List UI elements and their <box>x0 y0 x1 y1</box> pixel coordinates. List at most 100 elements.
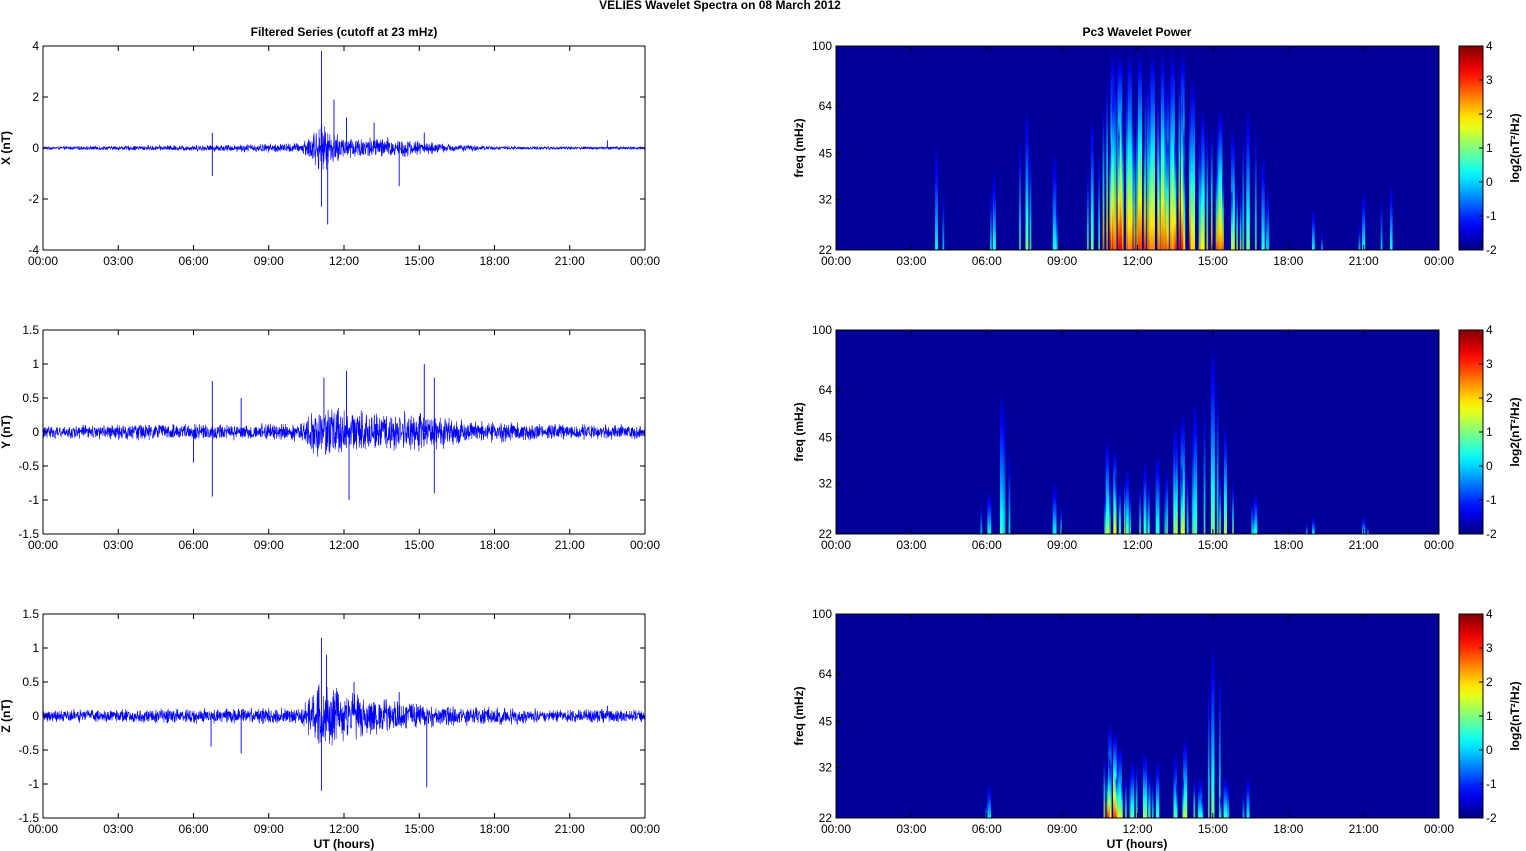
x-wavelet-burst <box>1052 153 1057 250</box>
y-tick-label: 0 <box>32 425 39 439</box>
x-tick-label: 03:00 <box>103 254 133 268</box>
z-wavelet-burst-streak <box>1129 768 1132 818</box>
y-wavelet-burst-streak <box>1060 504 1062 534</box>
y-wavelet-burst-streak <box>1148 473 1150 534</box>
x-wavelet-burst-streak <box>1239 190 1242 250</box>
right-column-title: Pc3 Wavelet Power <box>1083 25 1192 39</box>
x-tick-label: 00:00 <box>821 538 851 552</box>
x-tick-label: 18:00 <box>1273 254 1303 268</box>
z-wavelet-burst <box>1223 776 1228 818</box>
x-wavelet-burst-streak <box>1147 66 1149 250</box>
x-tick-label: 09:00 <box>254 822 284 836</box>
y-tick-label: 32 <box>819 477 833 491</box>
y-tick-label: 100 <box>812 323 832 337</box>
x-wavelet-burst-streak <box>1222 172 1224 250</box>
x-wavelet-burst-streak <box>1019 136 1021 250</box>
z-wavelet-colorbar-label: log2(nT²/Hz) <box>1508 681 1522 750</box>
x-wavelet-burst <box>1200 106 1205 250</box>
x-wavelet-burst-streak <box>1111 83 1114 250</box>
y-wavelet-burst-streak <box>1174 439 1177 534</box>
x-tick-label: 15:00 <box>1198 254 1228 268</box>
y-tick-label: -0.5 <box>18 459 39 473</box>
y-tick-label: 22 <box>819 243 833 257</box>
colorbar-tick-label: -1 <box>1486 777 1497 791</box>
x-wavelet-burst-streak <box>1183 157 1186 250</box>
y-tick-label: 32 <box>819 193 833 207</box>
x-tick-label: 09:00 <box>1047 822 1077 836</box>
y-series-y-axis-label: Y (nT) <box>0 415 13 449</box>
y-wavelet-burst-streak <box>1305 521 1308 534</box>
y-wavelet-burst <box>999 390 1004 534</box>
x-wavelet-burst-streak <box>1166 135 1169 250</box>
z-wavelet-burst-streak <box>1103 756 1106 818</box>
z-wavelet-burst-streak <box>1207 675 1210 818</box>
y-tick-label: 0 <box>32 141 39 155</box>
x-tick-label: 00:00 <box>821 254 851 268</box>
x-tick-label: 15:00 <box>404 538 434 552</box>
x-wavelet-burst <box>1150 46 1155 250</box>
y-wavelet-burst <box>1362 516 1366 534</box>
x-wavelet-burst-streak <box>1265 195 1268 250</box>
x-wavelet-burst-streak <box>1267 184 1270 250</box>
colorbar-tick-label: 2 <box>1486 107 1493 121</box>
x-tick-label: 12:00 <box>329 538 359 552</box>
x-tick-label: 00:00 <box>630 822 660 836</box>
y-wavelet-burst-streak <box>1216 377 1219 534</box>
z-wavelet-burst-streak <box>1116 761 1119 818</box>
x-tick-label: 18:00 <box>479 254 509 268</box>
x-wavelet-burst-streak <box>1199 140 1202 250</box>
x-tick-label: 21:00 <box>555 822 585 836</box>
x-tick-label: 15:00 <box>404 254 434 268</box>
colorbar-tick-label: -1 <box>1486 209 1497 223</box>
x-tick-label: 21:00 <box>555 538 585 552</box>
z-wavelet-burst-streak <box>1219 796 1222 818</box>
y-tick-label: -4 <box>28 243 39 257</box>
x-wavelet-burst-streak <box>1181 90 1184 250</box>
x-tick-label: 15:00 <box>1198 538 1228 552</box>
x-wavelet-burst-streak <box>1117 121 1120 250</box>
y-wavelet-burst <box>1143 460 1147 534</box>
x-tick-label: 18:00 <box>1273 822 1303 836</box>
y-wavelet-burst-streak <box>1129 488 1132 534</box>
x-tick-label: 18:00 <box>479 538 509 552</box>
y-wavelet-colorbar: -2 -1 0 1 2 3 4 log2(nT²/Hz) <box>1458 323 1522 541</box>
y-wavelet-burst-streak <box>1232 480 1234 534</box>
x-tick-label: 00:00 <box>1424 822 1454 836</box>
colorbar-tick-label: 4 <box>1486 607 1493 621</box>
y-tick-label: -2 <box>28 192 39 206</box>
panels: -4 -2 0 2 4 00:00 03:00 06:00 09:00 12:00 15:00 18:… <box>0 39 1522 836</box>
z-wavelet-burst-streak <box>1218 662 1221 818</box>
x-tick-label: 00:00 <box>1424 254 1454 268</box>
z-wavelet-burst-streak <box>1121 779 1124 818</box>
x-wavelet-burst <box>1025 106 1029 250</box>
x-series-trace <box>42 124 646 170</box>
x-wavelet-burst-streak <box>1158 121 1161 250</box>
y-wavelet-background <box>836 330 1439 534</box>
y-tick-label: 100 <box>812 607 832 621</box>
z-wavelet-burst-streak <box>1115 776 1118 818</box>
x-wavelet-burst-streak <box>993 180 996 250</box>
x-series-panel: -4 -2 0 2 4 00:00 03:00 06:00 09:00 12:00 15:00 18:… <box>0 39 660 268</box>
z-wavelet-burst-streak <box>1147 769 1150 818</box>
x-wavelet-burst-streak <box>1121 112 1124 250</box>
x-tick-label: 00:00 <box>1424 538 1454 552</box>
y-wavelet-burst <box>1312 516 1315 534</box>
x-wavelet-burst <box>935 144 938 250</box>
colorbar-tick-label: -2 <box>1486 243 1497 257</box>
y-tick-label: 1.5 <box>22 323 39 337</box>
colorbar-tick-label: 4 <box>1486 323 1493 337</box>
x-wavelet-burst <box>1261 153 1265 250</box>
x-wavelet-burst-streak <box>1358 225 1361 250</box>
y-series-panel: -1.5 -1 -0.5 0 0.5 1 1.5 00:00 03:00 06:00 09:00 12… <box>0 323 660 552</box>
colorbar-tick-label: 2 <box>1486 675 1493 689</box>
z-series-trace <box>42 684 646 746</box>
colorbar-tick-label: 3 <box>1486 641 1493 655</box>
x-wavelet-burst-streak <box>1198 128 1201 250</box>
colorbar-tick-label: 2 <box>1486 391 1493 405</box>
x-tick-label: 03:00 <box>103 822 133 836</box>
y-tick-label: 4 <box>32 39 39 53</box>
x-wavelet-burst <box>1090 114 1094 250</box>
colorbar-tick-label: -2 <box>1486 811 1497 825</box>
colorbar-tick-label: 3 <box>1486 73 1493 87</box>
y-wavelet-burst-streak <box>1191 427 1194 534</box>
